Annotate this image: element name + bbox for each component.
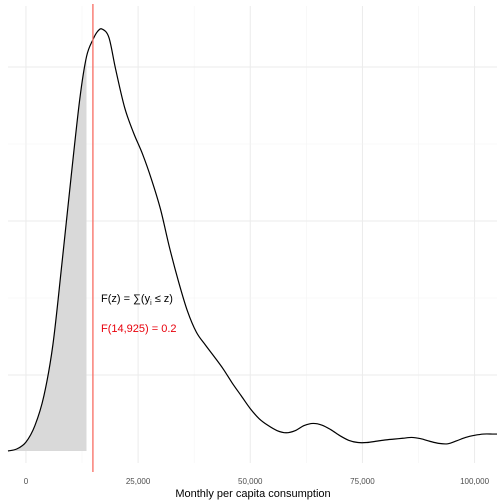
gridlines: [8, 6, 497, 463]
annotation-value: F(14,925) = 0.2: [101, 323, 177, 335]
x-tick-labels: 0 25,000 50,000 75,000 100,000: [24, 477, 490, 486]
x-tick-label: 0: [24, 477, 29, 486]
x-tick-label: 50,000: [238, 477, 263, 486]
density-curve: [7, 28, 497, 452]
x-tick-label: 25,000: [126, 477, 151, 486]
x-tick-label: 75,000: [350, 477, 375, 486]
x-tick-label: 100,000: [460, 477, 489, 486]
annotation-formula: F(z) = ∑(yi ≤ z): [101, 293, 173, 307]
x-axis-title: Monthly per capita consumption: [175, 488, 330, 500]
shaded-area: [8, 56, 87, 452]
